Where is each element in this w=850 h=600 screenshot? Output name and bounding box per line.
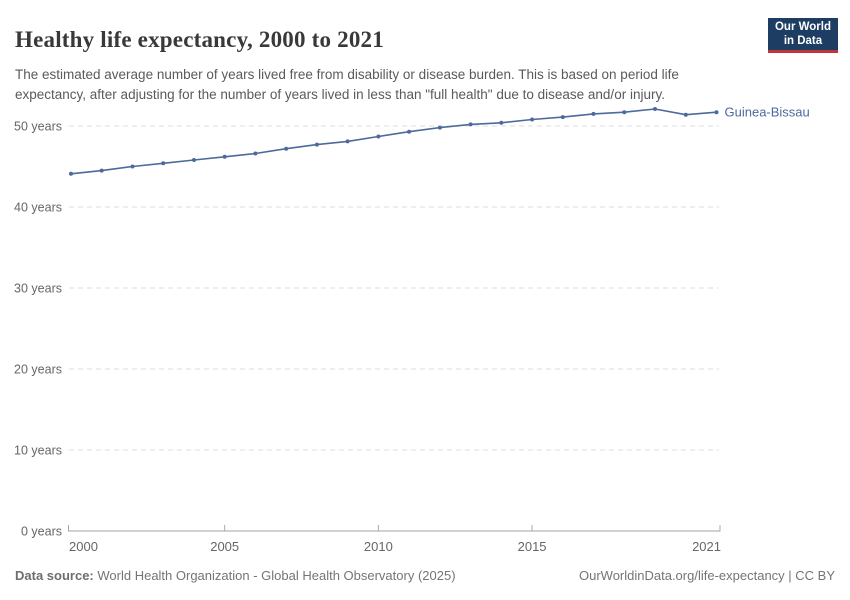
y-tick-label: 10 years	[14, 443, 62, 457]
data-point[interactable]	[714, 110, 719, 115]
x-tick-label: 2010	[364, 539, 393, 554]
data-point[interactable]	[161, 161, 166, 166]
data-point[interactable]	[253, 151, 258, 156]
data-point[interactable]	[99, 168, 104, 173]
data-point[interactable]	[222, 154, 227, 159]
x-tick-label: 2000	[69, 539, 98, 554]
y-tick-label: 30 years	[14, 281, 62, 295]
series-line[interactable]	[70, 108, 718, 175]
data-point[interactable]	[407, 129, 412, 134]
owid-logo-line2: in Data	[783, 34, 823, 47]
data-point[interactable]	[622, 110, 627, 115]
y-tick-label: 20 years	[14, 362, 62, 376]
data-source-note: Data source: World Health Organization -…	[15, 568, 456, 583]
data-point[interactable]	[192, 158, 196, 162]
footer-link[interactable]: OurWorldinData.org/life-expectancy | CC …	[578, 568, 835, 583]
data-point[interactable]	[130, 164, 135, 169]
data-source-label: Data source:	[15, 568, 94, 583]
data-point[interactable]	[530, 117, 535, 122]
chart-footer: Data source: World Health Organization -…	[15, 568, 835, 583]
data-source-value: World Health Organization - Global Healt…	[97, 568, 456, 583]
entity-label[interactable]: Guinea-Bissau	[725, 105, 810, 120]
owid-logo-line1: Our World	[774, 21, 831, 33]
data-point[interactable]	[437, 125, 442, 130]
data-point[interactable]	[560, 115, 565, 120]
owid-logo: Our World in Data	[767, 18, 838, 54]
data-point[interactable]	[499, 120, 504, 125]
data-point[interactable]	[345, 139, 350, 144]
x-tick-label: 2005	[210, 539, 239, 554]
data-point[interactable]	[591, 111, 596, 116]
page-title: Healthy life expectancy, 2000 to 2021	[15, 27, 384, 53]
y-tick-label: 0 years	[21, 524, 62, 538]
data-point[interactable]	[284, 146, 289, 151]
line-chart[interactable]: 0 years 10 years 20 years 30 years 40 years 5…	[0, 90, 850, 560]
chart-subtitle: The estimated average number of years li…	[15, 66, 679, 102]
data-point[interactable]	[468, 122, 473, 127]
data-point[interactable]	[653, 107, 657, 111]
data-point[interactable]	[69, 171, 73, 176]
y-tick-label: 40 years	[14, 200, 62, 214]
data-point[interactable]	[314, 142, 319, 147]
x-tick-label: 2015	[518, 539, 547, 554]
data-point[interactable]	[376, 134, 381, 139]
x-tick-label: 2021	[692, 539, 721, 554]
data-point[interactable]	[683, 112, 688, 117]
y-tick-label: 50 years	[14, 119, 62, 133]
